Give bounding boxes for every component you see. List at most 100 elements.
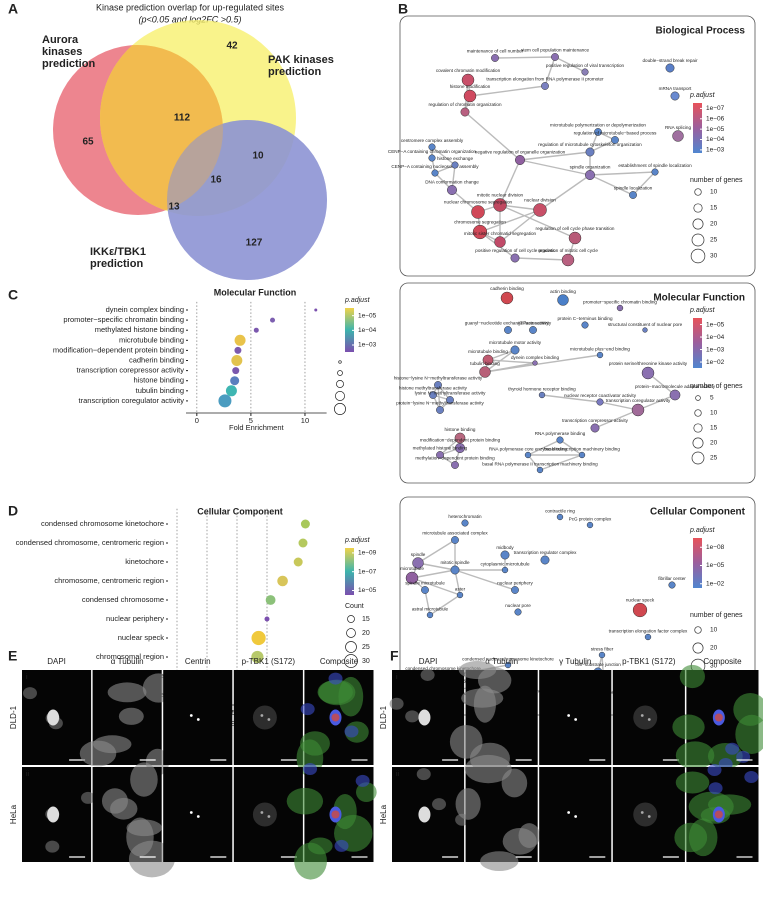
network-node <box>479 366 491 378</box>
row-numeral: i <box>396 674 398 681</box>
network-node <box>504 326 512 334</box>
network-node <box>472 224 488 240</box>
node-label: microtubule binding <box>468 349 508 354</box>
channel-label: γ Tubulin <box>559 657 591 666</box>
dot <box>230 376 240 386</box>
node-label: condensed chromosome kinetochore <box>405 666 481 671</box>
node-label: microtubule motor activity <box>489 340 542 345</box>
network-edge <box>484 354 601 373</box>
network-title: Molecular Function <box>653 293 745 304</box>
network-node <box>590 423 600 433</box>
node-label: centromere complex assembly <box>401 138 464 143</box>
size-key <box>694 188 702 196</box>
cell <box>307 837 333 855</box>
channel-label: α Tubulin <box>485 657 518 666</box>
nucleus <box>420 668 435 681</box>
venn-count: 65 <box>82 137 94 148</box>
colorbar <box>693 538 702 588</box>
size-key <box>693 423 703 433</box>
network-node <box>581 321 589 329</box>
node-label: protein serine/threonine kinase activity <box>609 361 688 366</box>
legend-title: p.adjust <box>689 92 716 99</box>
size-key <box>695 395 701 401</box>
network-node <box>500 550 510 560</box>
x-tick-label: 0 <box>195 416 199 425</box>
node-label: protein−macromolecule adaptor activity <box>635 384 716 389</box>
node-label: positive regulation of viral transcripti… <box>546 63 625 68</box>
node-label: stem cell population maintenance <box>521 48 590 53</box>
node-label: structural constituent of nuclear pore <box>608 322 683 327</box>
network-node <box>670 91 680 101</box>
cell <box>672 714 705 740</box>
size-label: 30 <box>710 253 718 260</box>
colorbar-label: 1e−03 <box>706 346 725 353</box>
cell <box>126 817 154 857</box>
size-key <box>344 654 358 668</box>
network-node <box>451 461 459 469</box>
node-label: microtubule associated complex <box>422 531 488 536</box>
panel-label: C <box>8 287 18 303</box>
cell <box>318 679 356 706</box>
y-tick-label: kinetochore <box>125 557 164 566</box>
cell <box>464 754 512 784</box>
panel-label: E <box>8 648 17 664</box>
node-label: dynein complex binding <box>511 355 559 360</box>
spot <box>196 815 200 818</box>
node-label: heterochromatin <box>448 514 482 519</box>
cell <box>130 762 158 797</box>
node-label: transcription elongation from RNA polyme… <box>486 77 604 82</box>
network-edge <box>469 85 546 97</box>
network-node <box>596 351 604 359</box>
network-node <box>451 536 459 544</box>
y-tick-label: tubulin binding <box>136 386 184 395</box>
network-edge <box>417 562 456 571</box>
node-label: ATPase activity <box>517 321 549 326</box>
node-label: protein C−terminus binding <box>557 316 612 321</box>
network-node <box>421 586 429 594</box>
venn-overlap <box>100 45 223 215</box>
network-edge <box>499 204 576 239</box>
size-label: 10 <box>710 627 718 634</box>
network-node <box>586 521 594 529</box>
size-key <box>692 437 704 449</box>
node-label: nuclear receptor coactivator activity <box>564 393 637 398</box>
venn-count: 42 <box>226 41 238 52</box>
channel-label: α Tubulin <box>111 657 144 666</box>
dot <box>314 308 318 312</box>
size-key <box>335 391 345 401</box>
size-label: 15 <box>710 425 718 432</box>
spot <box>574 815 578 818</box>
dot <box>251 630 266 646</box>
y-tick-label: transcription coregulator activity <box>79 396 185 405</box>
node-label: midbody <box>496 545 514 550</box>
y-tick-label: promoter−specific chromatin binding <box>63 315 184 324</box>
network-edge <box>589 139 616 153</box>
network-edge <box>519 151 591 161</box>
size-label: 15 <box>362 616 370 623</box>
venn-set-label: prediction <box>42 58 95 70</box>
spot <box>189 714 193 717</box>
legend-title: p.adjust <box>689 527 716 534</box>
nucleus <box>22 687 37 700</box>
network-edge <box>539 174 591 211</box>
legend-title: Count <box>345 603 364 610</box>
colorbar <box>345 308 354 352</box>
node-label: nuclear pore <box>505 603 531 608</box>
y-tick-label: cadherin binding <box>129 355 184 364</box>
network-node <box>494 236 506 248</box>
legend-title: number of genes <box>690 177 743 184</box>
nucleus <box>344 725 359 738</box>
size-key <box>694 409 702 417</box>
network-node <box>672 130 684 142</box>
node-label: PcG protein complex <box>569 516 612 521</box>
network-node <box>515 155 525 165</box>
node-label: histone binding <box>445 427 476 432</box>
node-label: spindle organization <box>570 164 611 169</box>
spot <box>714 713 723 722</box>
nucleus <box>303 762 318 775</box>
network-node <box>463 89 477 103</box>
y-tick-label: condensed chromosome kinetochore <box>41 519 164 528</box>
node-label: regulation of cell cycle phase transitio… <box>536 226 615 231</box>
x-tick-label: 5 <box>249 416 253 425</box>
nucleus <box>389 697 404 710</box>
